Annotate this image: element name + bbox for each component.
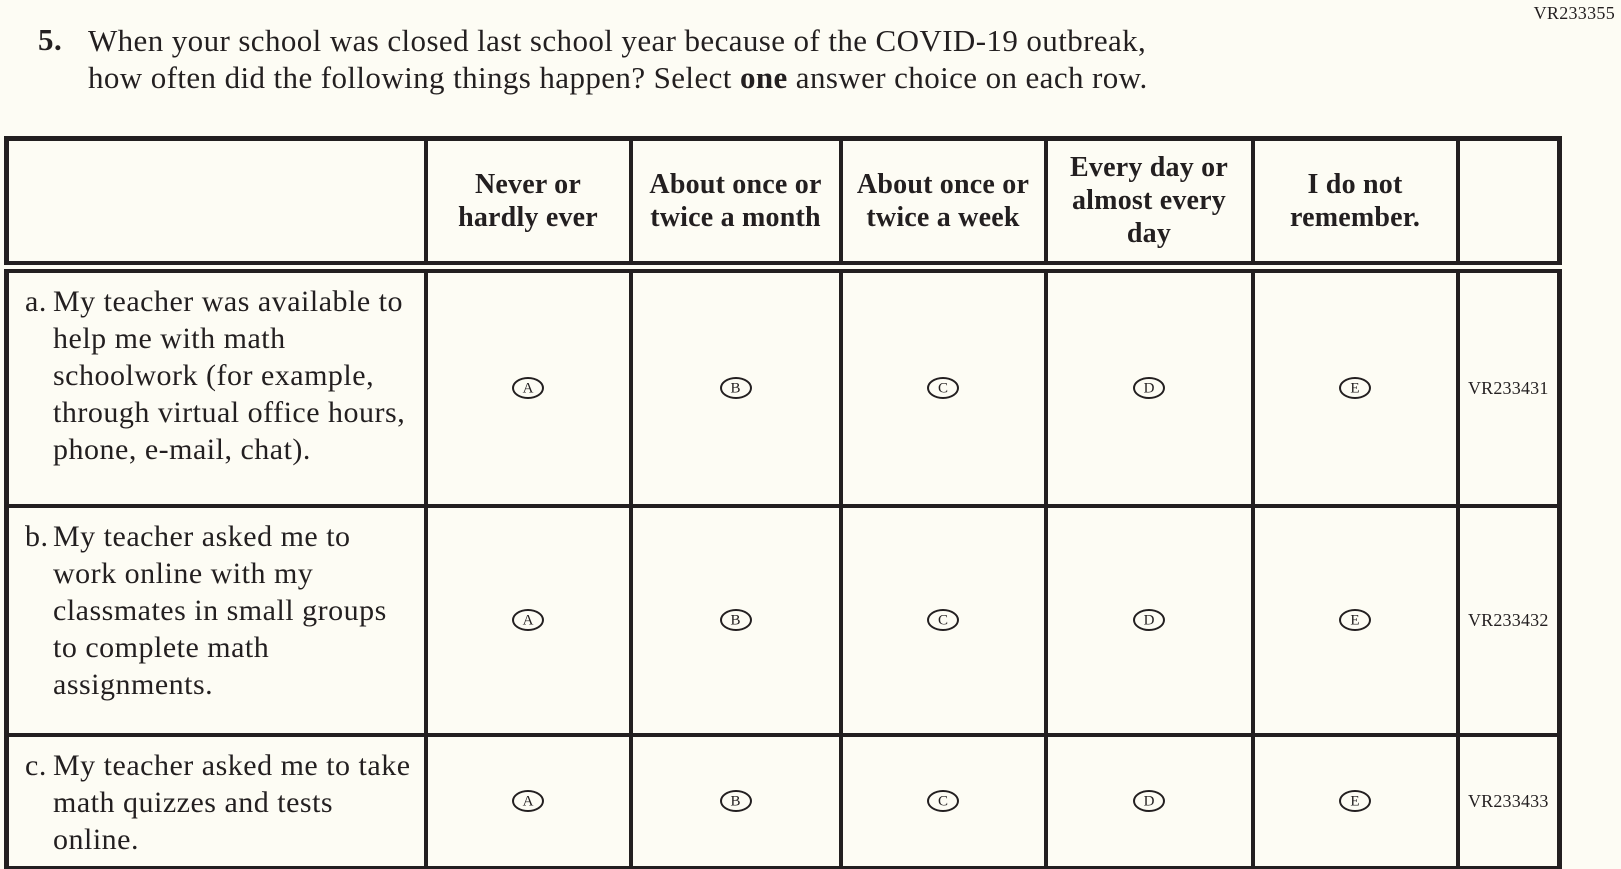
question-line-2-start: how often did the following things happe… [88, 60, 740, 95]
row-b-option-a-bubble[interactable]: A [512, 609, 544, 631]
option-letter: B [730, 793, 741, 809]
option-letter: A [522, 380, 534, 396]
row-c-cell-E: E [1250, 732, 1460, 869]
row-a-cell-A: A [423, 264, 633, 508]
row-c-option-a-bubble[interactable]: A [512, 790, 544, 812]
option-letter: D [1143, 380, 1155, 396]
row-c-cell-A: A [423, 732, 633, 869]
option-letter: C [937, 612, 948, 628]
row-a-option-e-bubble[interactable]: E [1339, 377, 1371, 399]
header-every-day: Every day or almost every day [1043, 136, 1255, 273]
row-c-cell-B: B [628, 732, 843, 869]
question-block: 5. When your school was closed last scho… [38, 22, 1148, 96]
row-a-cell-D: D [1043, 264, 1255, 508]
row-c-code: VR233433 [1455, 732, 1562, 869]
option-letter: C [937, 380, 948, 396]
row-a-cell-C: C [838, 264, 1048, 508]
header-once-twice-month: About once or twice a month [628, 136, 843, 273]
option-letter: D [1143, 612, 1155, 628]
question-bold-word: one [739, 60, 788, 95]
option-letter: A [522, 612, 534, 628]
row-c-option-c-bubble[interactable]: C [927, 790, 959, 812]
row-c-option-e-bubble[interactable]: E [1339, 790, 1371, 812]
row-b-letter: b. [25, 519, 49, 553]
header-once-twice-week: About once or twice a week [838, 136, 1048, 273]
row-c-cell-C: C [838, 732, 1048, 869]
row-c-cell-D: D [1043, 732, 1255, 869]
row-b-option-b-bubble[interactable]: B [719, 609, 752, 631]
row-b-code: VR233432 [1455, 503, 1562, 737]
header-blank-code [1455, 136, 1562, 273]
question-line-2: how often did the following things happe… [88, 59, 1148, 96]
row-b-cell-C: C [838, 503, 1048, 737]
row-a-stem: a. My teacher was available to help me w… [4, 264, 428, 508]
question-line-1: When your school was closed last school … [88, 23, 1147, 58]
row-a-option-b-bubble[interactable]: B [719, 377, 752, 399]
row-c-option-b-bubble[interactable]: B [719, 790, 752, 812]
row-b-cell-E: E [1250, 503, 1460, 737]
row-a-option-c-bubble[interactable]: C [927, 377, 959, 399]
option-letter: E [1350, 793, 1360, 809]
row-a-option-d-bubble[interactable]: D [1133, 377, 1165, 399]
header-row: Never or hardly ever About once or twice… [4, 136, 1562, 273]
option-letter: B [730, 380, 741, 396]
option-letter: B [730, 612, 741, 628]
row-c-option-d-bubble[interactable]: D [1133, 790, 1165, 812]
table-row-b: b. My teacher asked me to work online wi… [4, 503, 1562, 737]
option-letter: D [1143, 793, 1155, 809]
option-letter: E [1350, 612, 1360, 628]
question-line-2-end: answer choice on each row. [787, 60, 1148, 95]
row-a-text: My teacher was available to help me with… [53, 284, 406, 466]
option-letter: C [937, 793, 948, 809]
row-a-cell-E: E [1250, 264, 1460, 508]
header-never-or-hardly-ever: Never or hardly ever [423, 136, 633, 273]
row-c-stem: c. My teacher asked me to take math quiz… [4, 732, 428, 869]
row-b-cell-B: B [628, 503, 843, 737]
row-a-code: VR233431 [1455, 264, 1562, 508]
row-b-option-c-bubble[interactable]: C [927, 609, 959, 631]
header-blank-stem [4, 136, 428, 273]
row-c-text: My teacher asked me to take math quizzes… [53, 748, 411, 856]
row-c-letter: c. [25, 748, 47, 782]
option-letter: E [1350, 380, 1360, 396]
question-text: When your school was closed last school … [88, 22, 1148, 96]
question-number: 5. [38, 22, 63, 57]
row-a-letter: a. [25, 284, 47, 318]
option-letter: A [522, 793, 534, 809]
header-do-not-remember: I do not remember. [1250, 136, 1460, 273]
row-a-cell-B: B [628, 264, 843, 508]
response-grid: Never or hardly ever About once or twice… [4, 136, 1562, 869]
form-code: VR233355 [1533, 3, 1615, 23]
row-b-cell-A: A [423, 503, 633, 737]
table-row-c: c. My teacher asked me to take math quiz… [4, 732, 1562, 869]
row-b-option-d-bubble[interactable]: D [1133, 609, 1165, 631]
table-row-a: a. My teacher was available to help me w… [4, 264, 1562, 508]
row-a-option-a-bubble[interactable]: A [512, 377, 544, 399]
row-b-stem: b. My teacher asked me to work online wi… [4, 503, 428, 737]
row-b-text: My teacher asked me to work online with … [53, 519, 387, 701]
row-b-cell-D: D [1043, 503, 1255, 737]
row-b-option-e-bubble[interactable]: E [1339, 609, 1371, 631]
